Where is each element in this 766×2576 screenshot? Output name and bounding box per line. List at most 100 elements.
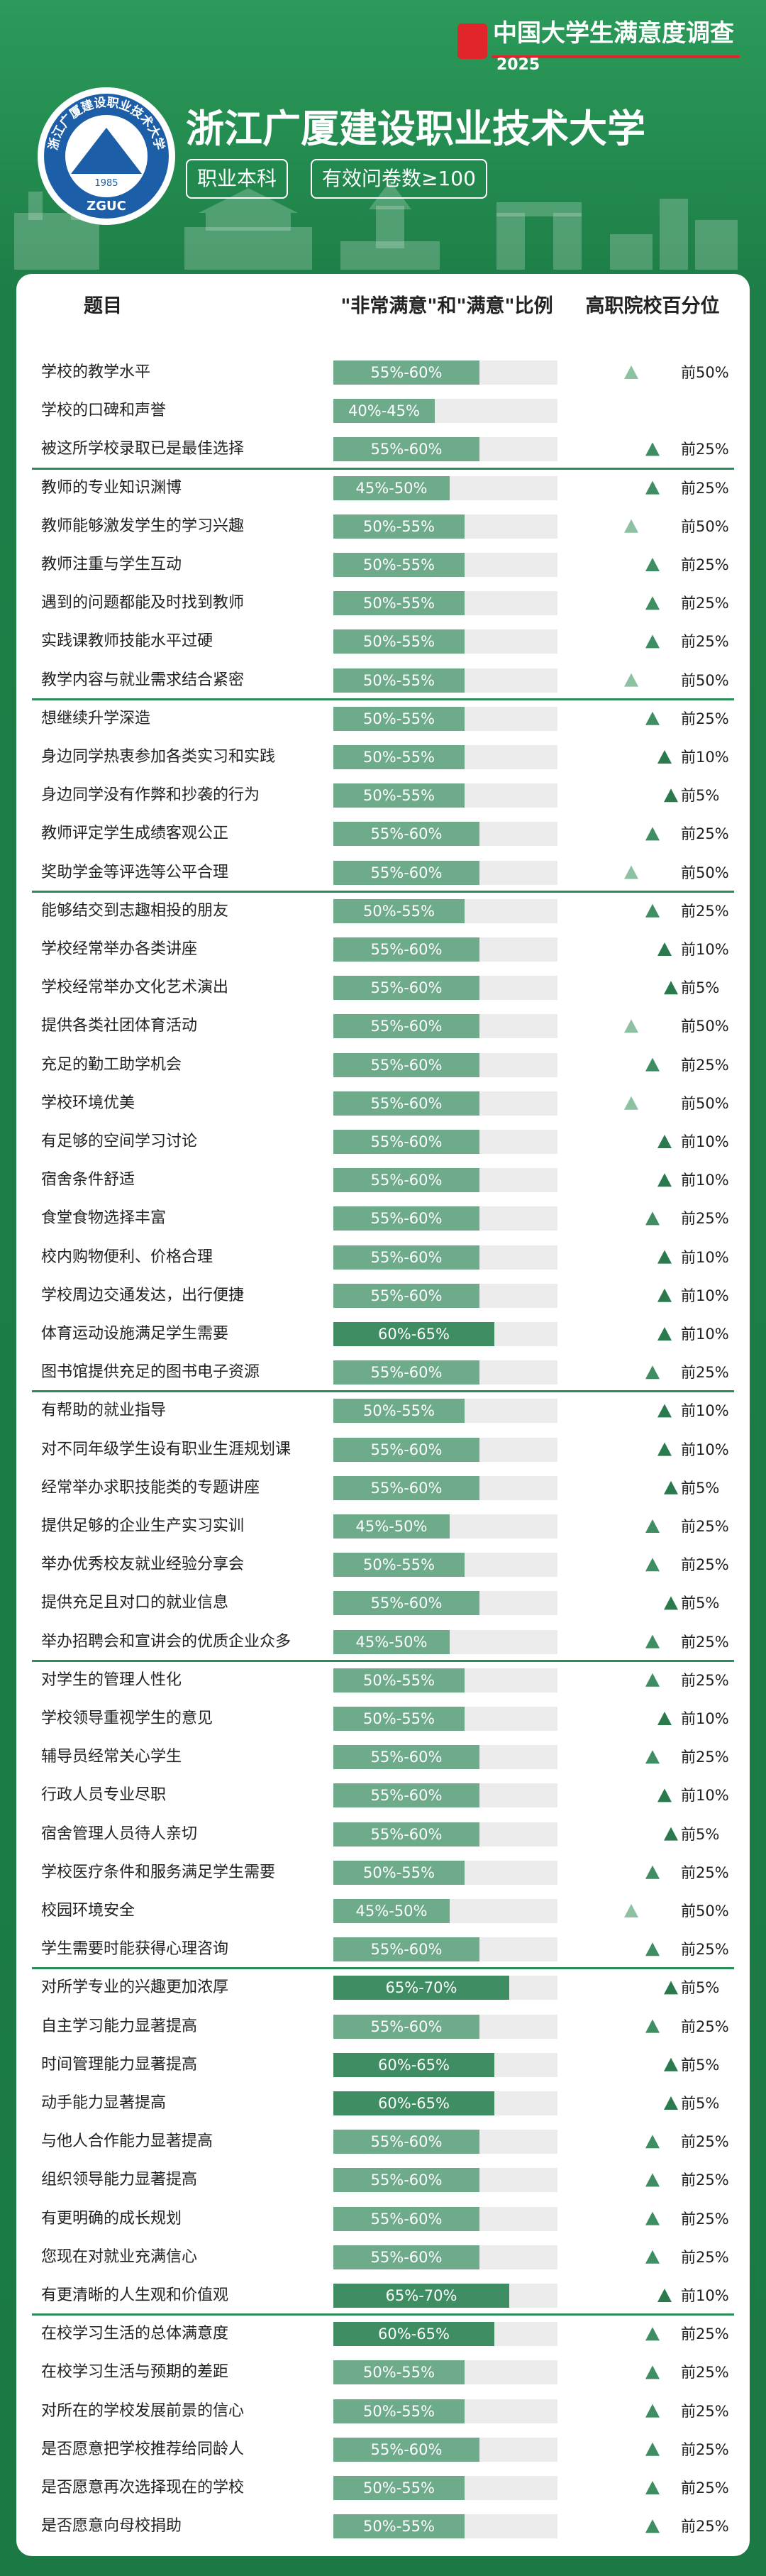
range-bar: 55%-60% <box>333 937 479 962</box>
percentile-marker <box>657 1788 672 1802</box>
tag: 有效问卷数≥100 <box>311 159 487 199</box>
percentile-marker <box>664 1981 678 1995</box>
row-label: 身边同学热衷参加各类实习和实践 <box>41 748 276 766</box>
percentile-label: 前25% <box>681 595 729 612</box>
row-label: 辅导员经常关心学生 <box>41 1748 182 1766</box>
range-bar: 45%-50% <box>333 1899 450 1923</box>
percentile-label: 前25% <box>681 1518 729 1535</box>
range-bar: 50%-55% <box>333 898 465 923</box>
percentile-marker <box>624 1019 638 1033</box>
percentile-marker <box>645 2019 660 2033</box>
percentile-label: 前10% <box>681 1133 729 1150</box>
group-separator <box>32 1390 734 1393</box>
logo-abbr: ZGUC <box>87 199 126 214</box>
percentile-label: 前5% <box>681 1595 720 1612</box>
range-bar: 55%-60% <box>333 2245 479 2269</box>
percentile-marker <box>664 2057 678 2071</box>
group-separator <box>32 467 734 470</box>
row-label: 遇到的问题都能及时找到教师 <box>41 594 245 612</box>
row-label: 提供各类社团体育活动 <box>41 1017 198 1035</box>
range-bar: 50%-55% <box>333 2476 465 2500</box>
percentile-label: 前10% <box>681 1441 729 1458</box>
row-label: 学校经常举办文化艺术演出 <box>41 979 229 997</box>
row-label: 体育运动设施满足学生需要 <box>41 1325 229 1343</box>
range-bar: 55%-60% <box>333 1591 479 1616</box>
percentile-label: 前25% <box>681 2440 729 2458</box>
row-label: 学校的教学水平 <box>41 363 151 381</box>
percentile-marker <box>645 2135 660 2149</box>
row-label: 自主学习能力显著提高 <box>41 2017 198 2035</box>
percentile-label: 前10% <box>681 749 729 766</box>
range-bar: 50%-55% <box>333 745 465 769</box>
row-label: 学校周边交通发达，出行便捷 <box>41 1286 245 1304</box>
range-bar: 50%-55% <box>333 668 465 693</box>
range-bar: 55%-60% <box>333 1245 479 1270</box>
row-label: 学校领导重视学生的意见 <box>41 1710 213 1727</box>
row-label: 是否愿意把学校推荐给同龄人 <box>41 2440 245 2458</box>
percentile-marker <box>657 1250 672 1264</box>
percentile-marker <box>645 480 660 495</box>
row-label: 是否愿意向母校捐助 <box>41 2517 182 2536</box>
percentile-label: 前25% <box>681 1210 729 1228</box>
percentile-label: 前25% <box>681 1056 729 1074</box>
percentile-marker <box>645 1211 660 1226</box>
row-label: 教师评定学生成绩客观公正 <box>41 825 229 843</box>
row-label: 对学生的管理人性化 <box>41 1670 182 1689</box>
percentile-marker <box>645 558 660 571</box>
group-separator <box>32 890 734 893</box>
row-label: 学校医疗条件和服务满足学生需要 <box>41 1863 276 1881</box>
percentile-marker <box>664 788 678 803</box>
range-bar: 50%-55% <box>333 706 465 731</box>
percentile-label: 前50% <box>681 1018 729 1035</box>
tag: 职业本科 <box>186 159 289 199</box>
group-separator <box>32 1659 734 1662</box>
row-label: 提供足够的企业生产实习实训 <box>41 1517 245 1535</box>
percentile-marker <box>645 1942 660 1956</box>
percentile-marker <box>645 634 660 649</box>
range-bar: 45%-50% <box>333 1629 450 1654</box>
percentile-marker <box>645 596 660 610</box>
range-bar: 55%-60% <box>333 2168 479 2193</box>
percentile-marker <box>624 865 638 879</box>
row-label: 能够结交到志趣相投的朋友 <box>41 901 229 920</box>
percentile-label: 前25% <box>681 2133 729 2151</box>
range-bar: 40%-45% <box>333 399 435 424</box>
percentile-marker <box>645 1057 660 1072</box>
percentile-label: 前25% <box>681 2210 729 2228</box>
range-bar: 60%-65% <box>333 2091 494 2115</box>
percentile-label: 前50% <box>681 517 729 535</box>
range-bar: 50%-55% <box>333 553 465 577</box>
row-label: 充足的勤工助学机会 <box>41 1055 182 1074</box>
range-bar: 55%-60% <box>333 1130 479 1154</box>
percentile-label: 前25% <box>681 2325 729 2343</box>
percentile-marker <box>645 2211 660 2225</box>
range-bar: 55%-60% <box>333 1783 479 1808</box>
percentile-marker <box>645 1750 660 1764</box>
range-bar: 50%-55% <box>333 783 465 808</box>
range-bar: 65%-70% <box>333 1976 509 2000</box>
row-label: 是否愿意再次选择现在的学校 <box>41 2479 245 2497</box>
brand-underline <box>492 55 740 58</box>
percentile-label: 前50% <box>681 1903 729 1920</box>
row-label: 被这所学校录取已是最佳选择 <box>41 440 245 458</box>
row-label: 食堂食物选择丰富 <box>41 1209 167 1228</box>
row-label: 对所学专业的兴趣更加浓厚 <box>41 1978 229 1997</box>
percentile-label: 前5% <box>681 1479 720 1497</box>
percentile-label: 前5% <box>681 1825 720 1843</box>
percentile-label: 前5% <box>681 979 720 997</box>
row-label: 对不同年级学生设有职业生涯规划课 <box>41 1440 292 1458</box>
percentile-marker <box>645 1865 660 1879</box>
percentile-marker <box>645 2365 660 2379</box>
row-label: 学校的口碑和声誉 <box>41 402 167 420</box>
range-bar: 55%-60% <box>333 860 479 885</box>
row-label: 教学内容与就业需求结合紧密 <box>41 671 245 689</box>
range-bar: 55%-60% <box>333 2437 479 2462</box>
group-separator <box>32 1967 734 1970</box>
percentile-label: 前25% <box>681 2402 729 2420</box>
range-bar: 55%-60% <box>333 1052 479 1077</box>
range-bar: 50%-55% <box>333 591 465 616</box>
percentile-marker <box>657 1288 672 1302</box>
percentile-label: 前25% <box>681 1749 729 1766</box>
row-label: 经常举办求职技能类的专题讲座 <box>41 1478 260 1497</box>
percentile-label: 前25% <box>681 1941 729 1959</box>
